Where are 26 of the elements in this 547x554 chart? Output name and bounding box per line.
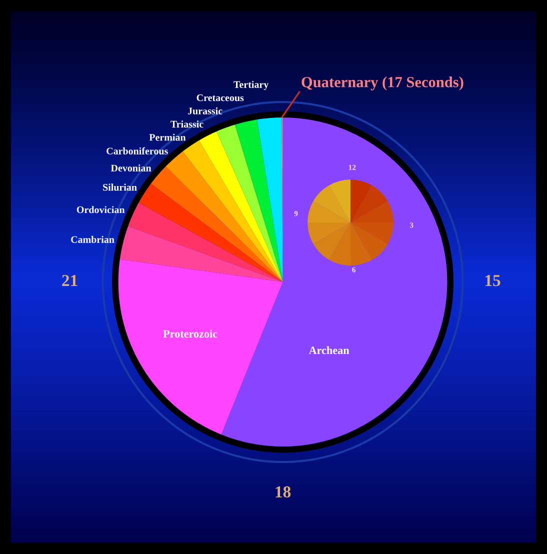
- pie-slice: [256, 116, 283, 282]
- slice-label: Cretaceous: [196, 94, 244, 102]
- pie-slice: [182, 140, 283, 282]
- pie-slice: [127, 202, 283, 282]
- slice-label: Proterozoic: [163, 330, 218, 338]
- slice-label: Carboniferous: [106, 147, 168, 154]
- slice-label: Triassic: [170, 120, 204, 128]
- slice-label: Ordovician: [76, 206, 125, 214]
- pie-slice: [216, 124, 283, 282]
- pie-slice: [118, 259, 283, 436]
- slice-label: Quaternary (17 Seconds): [302, 76, 464, 90]
- text: 15: [486, 274, 500, 286]
- pie-slice: [119, 226, 283, 282]
- slice-label: Devonian: [110, 164, 152, 172]
- text: 18: [276, 486, 291, 498]
- pie-slice: [234, 118, 283, 282]
- slice-label: Silurian: [103, 184, 137, 191]
- slice-label: Jurassic: [188, 107, 222, 114]
- slice-label: Cambrian: [71, 236, 114, 243]
- slice-label: Tertiary: [234, 80, 269, 90]
- slice-label: Permian: [149, 134, 186, 141]
- pie-slice: [198, 130, 283, 282]
- pie-slice: [138, 183, 283, 282]
- pie-slice: [150, 166, 283, 282]
- text: 21: [62, 274, 78, 286]
- slice-label: Archean: [308, 346, 350, 354]
